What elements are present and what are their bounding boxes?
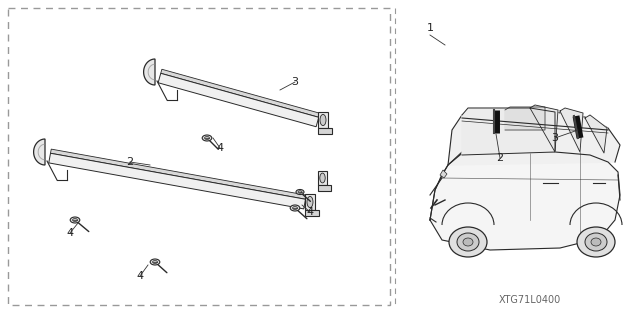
Text: 4: 4: [307, 207, 314, 217]
Polygon shape: [51, 149, 307, 199]
Text: 1: 1: [426, 23, 433, 33]
Ellipse shape: [449, 227, 487, 257]
Ellipse shape: [296, 189, 304, 195]
Text: 3: 3: [291, 77, 298, 87]
Polygon shape: [560, 108, 583, 152]
Bar: [8, 8, 390, 305]
Polygon shape: [440, 170, 447, 178]
Text: 3: 3: [552, 133, 559, 143]
Ellipse shape: [72, 219, 77, 221]
Ellipse shape: [290, 205, 300, 211]
Ellipse shape: [150, 259, 160, 265]
Polygon shape: [161, 69, 320, 117]
Polygon shape: [505, 107, 545, 130]
Polygon shape: [49, 153, 305, 209]
Polygon shape: [318, 185, 331, 190]
Polygon shape: [158, 73, 319, 127]
Ellipse shape: [585, 233, 607, 251]
Polygon shape: [305, 194, 315, 210]
Ellipse shape: [292, 206, 298, 210]
Polygon shape: [462, 108, 555, 155]
Text: 4: 4: [67, 228, 74, 238]
Polygon shape: [318, 171, 327, 185]
Polygon shape: [530, 105, 558, 152]
Text: 4: 4: [136, 271, 143, 281]
Polygon shape: [448, 112, 620, 165]
Ellipse shape: [205, 137, 209, 139]
Polygon shape: [585, 115, 607, 153]
Text: XTG71L0400: XTG71L0400: [499, 295, 561, 305]
Ellipse shape: [463, 238, 473, 246]
Ellipse shape: [307, 197, 313, 208]
Ellipse shape: [298, 191, 302, 193]
Text: 2: 2: [497, 153, 504, 163]
Polygon shape: [318, 128, 332, 134]
Text: 4: 4: [216, 143, 223, 153]
Ellipse shape: [591, 238, 601, 246]
Polygon shape: [305, 210, 319, 216]
Polygon shape: [143, 59, 155, 85]
Ellipse shape: [320, 115, 326, 126]
Ellipse shape: [457, 233, 479, 251]
Text: 2: 2: [127, 157, 134, 167]
Polygon shape: [318, 112, 328, 128]
Ellipse shape: [70, 217, 80, 223]
Polygon shape: [34, 139, 45, 165]
Ellipse shape: [152, 261, 157, 263]
Polygon shape: [430, 152, 620, 250]
Ellipse shape: [577, 227, 615, 257]
Ellipse shape: [202, 135, 212, 141]
Ellipse shape: [320, 173, 325, 183]
